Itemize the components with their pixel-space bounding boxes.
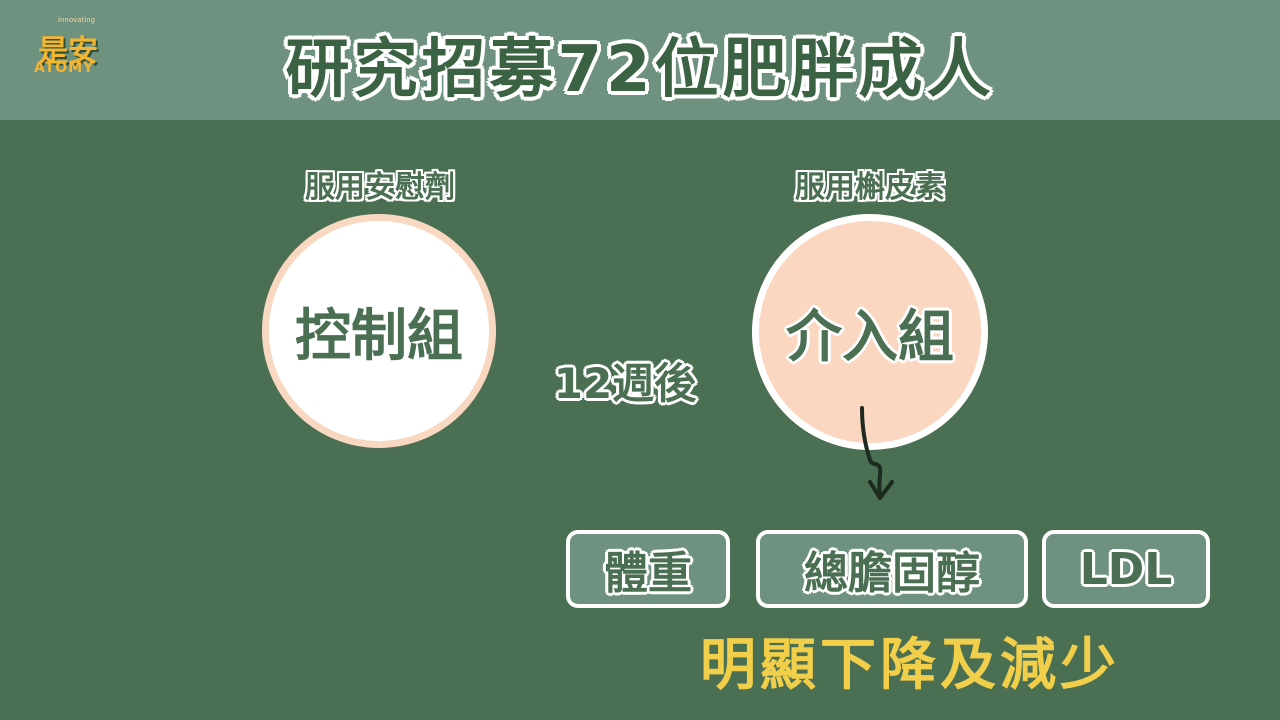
down-arrow-icon (860, 406, 894, 500)
logo-tagline: innovating (58, 16, 96, 24)
marker-tag-ldl: LDL (1042, 530, 1210, 608)
marker-tag-weight: 體重 (566, 530, 730, 608)
title-banner (0, 0, 1280, 120)
control-group-caption: 服用安慰劑 (305, 170, 455, 205)
control-group-circle: 控制組 (262, 214, 496, 448)
intervention-group-circle: 介入組 (752, 214, 988, 450)
logo-english-text: ATOMY (34, 60, 95, 76)
control-group-label: 控制組 (295, 303, 463, 369)
duration-label: 12週後 (553, 359, 697, 408)
intervention-group-caption: 服用槲皮素 (795, 170, 945, 205)
page-title: 研究招募72位肥胖成人 (285, 33, 995, 107)
marker-tag-total-cholesterol: 總膽固醇 (756, 530, 1028, 608)
result-text: 明顯下降及減少 (700, 633, 1120, 698)
logo-chinese-text: 是安 (38, 34, 98, 69)
atomy-logo: innovating 是安 ATOMY (28, 14, 106, 84)
intervention-group-label: 介入組 (786, 304, 954, 370)
